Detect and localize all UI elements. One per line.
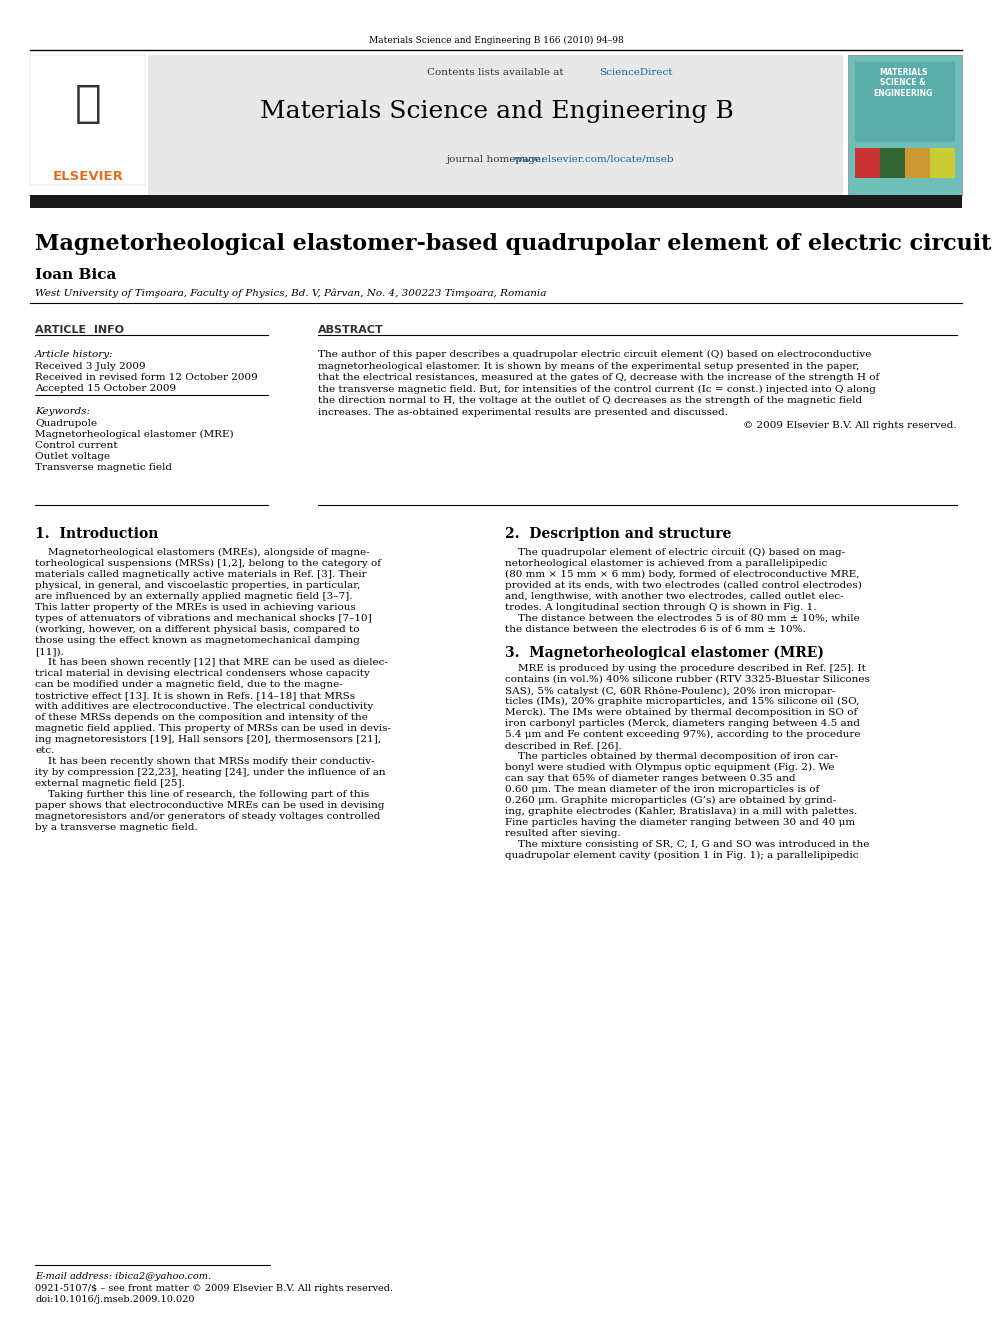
Text: www.elsevier.com/locate/mseb: www.elsevier.com/locate/mseb (514, 155, 675, 164)
Text: netorheological elastomer is achieved from a parallelipipedic: netorheological elastomer is achieved fr… (505, 560, 827, 568)
Text: Quadrupole: Quadrupole (35, 419, 97, 429)
Text: are influenced by an externally applied magnetic field [3–7].: are influenced by an externally applied … (35, 591, 352, 601)
Text: can be modified under a magnetic field, due to the magne-: can be modified under a magnetic field, … (35, 680, 343, 689)
Text: Keywords:: Keywords: (35, 407, 90, 415)
Text: doi:10.1016/j.mseb.2009.10.020: doi:10.1016/j.mseb.2009.10.020 (35, 1295, 194, 1304)
Text: types of attenuators of vibrations and mechanical shocks [7–10]: types of attenuators of vibrations and m… (35, 614, 372, 623)
Text: trical material in devising electrical condensers whose capacity: trical material in devising electrical c… (35, 669, 370, 677)
Text: Control current: Control current (35, 441, 118, 450)
Text: provided at its ends, with two electrodes (called control electrodes): provided at its ends, with two electrode… (505, 581, 862, 590)
Text: torheological suspensions (MRSs) [1,2], belong to the category of: torheological suspensions (MRSs) [1,2], … (35, 560, 381, 568)
Text: that the electrical resistances, measured at the gates of Q, decrease with the i: that the electrical resistances, measure… (318, 373, 879, 382)
Text: contains (in vol.%) 40% silicone rubber (RTV 3325-Bluestar Silicones: contains (in vol.%) 40% silicone rubber … (505, 675, 870, 684)
Text: ing, graphite electrodes (Kahler, Bratislava) in a mill with palettes.: ing, graphite electrodes (Kahler, Bratis… (505, 807, 857, 816)
Text: 0.260 μm. Graphite microparticles (G’s) are obtained by grind-: 0.260 μm. Graphite microparticles (G’s) … (505, 796, 836, 806)
Text: The author of this paper describes a quadrupolar electric circuit element (Q) ba: The author of this paper describes a qua… (318, 351, 871, 359)
Bar (30, 56, 145, 185)
Text: ARTICLE  INFO: ARTICLE INFO (35, 325, 124, 335)
Text: those using the effect known as magnetomechanical damping: those using the effect known as magnetom… (35, 636, 360, 646)
Text: can say that 65% of diameter ranges between 0.35 and: can say that 65% of diameter ranges betw… (505, 774, 796, 783)
Text: quadrupolar element cavity (position 1 in Fig. 1); a parallelipipedic: quadrupolar element cavity (position 1 i… (505, 851, 858, 860)
Text: Magnetorheological elastomers (MREs), alongside of magne-: Magnetorheological elastomers (MREs), al… (35, 548, 370, 557)
Text: 5.4 μm and Fe content exceeding 97%), according to the procedure: 5.4 μm and Fe content exceeding 97%), ac… (505, 730, 860, 740)
Text: 0921-5107/$ – see front matter © 2009 Elsevier B.V. All rights reserved.: 0921-5107/$ – see front matter © 2009 El… (35, 1285, 393, 1293)
Text: MRE is produced by using the procedure described in Ref. [25]. It: MRE is produced by using the procedure d… (505, 664, 866, 673)
Bar (148, 56, 843, 194)
Text: ity by compression [22,23], heating [24], under the influence of an: ity by compression [22,23], heating [24]… (35, 767, 386, 777)
Text: 2.  Description and structure: 2. Description and structure (505, 527, 731, 541)
Text: 0.60 μm. The mean diameter of the iron microparticles is of: 0.60 μm. The mean diameter of the iron m… (505, 785, 819, 794)
Text: Magnetorheological elastomer-based quadrupolar element of electric circuits: Magnetorheological elastomer-based quadr… (35, 233, 992, 255)
Text: Ioan Bica: Ioan Bica (35, 269, 116, 282)
Text: The distance between the electrodes 5 is of 80 mm ± 10%, while: The distance between the electrodes 5 is… (505, 614, 860, 623)
Text: Materials Science and Engineering B 166 (2010) 94–98: Materials Science and Engineering B 166 … (369, 36, 623, 45)
Text: external magnetic field [25].: external magnetic field [25]. (35, 779, 185, 789)
Text: It has been recently shown that MRSs modify their conductiv-: It has been recently shown that MRSs mod… (35, 757, 375, 766)
Text: paper shows that electroconductive MREs can be used in devising: paper shows that electroconductive MREs … (35, 800, 385, 810)
Text: Materials Science and Engineering B: Materials Science and Engineering B (260, 101, 734, 123)
Text: ing magnetoresistors [19], Hall sensors [20], thermosensors [21],: ing magnetoresistors [19], Hall sensors … (35, 736, 381, 744)
Text: resulted after sieving.: resulted after sieving. (505, 830, 621, 837)
Text: the direction normal to H̅, the voltage at the outlet of Q decreases as the stre: the direction normal to H̅, the voltage … (318, 396, 862, 405)
Text: [11]).: [11]). (35, 647, 63, 656)
Text: Received in revised form 12 October 2009: Received in revised form 12 October 2009 (35, 373, 258, 382)
Text: physical, in general, and viscoelastic properties, in particular,: physical, in general, and viscoelastic p… (35, 581, 360, 590)
Text: MATERIALS
SCIENCE &
ENGINEERING: MATERIALS SCIENCE & ENGINEERING (873, 67, 932, 98)
Text: described in Ref. [26].: described in Ref. [26]. (505, 741, 622, 750)
Text: Accepted 15 October 2009: Accepted 15 October 2009 (35, 384, 177, 393)
Text: E-mail address: ibica2@yahoo.com.: E-mail address: ibica2@yahoo.com. (35, 1271, 211, 1281)
Text: ticles (IMs), 20% graphite microparticles, and 15% silicone oil (SO,: ticles (IMs), 20% graphite microparticle… (505, 697, 859, 706)
Text: tostrictive effect [13]. It is shown in Refs. [14–18] that MRSs: tostrictive effect [13]. It is shown in … (35, 691, 355, 700)
Text: magnetoresistors and/or generators of steady voltages controlled: magnetoresistors and/or generators of st… (35, 812, 380, 822)
Text: magnetic field applied. This property of MRSs can be used in devis-: magnetic field applied. This property of… (35, 724, 391, 733)
Text: The mixture consisting of SR, C, I, G and SO was introduced in the: The mixture consisting of SR, C, I, G an… (505, 840, 869, 849)
Text: increases. The as-obtained experimental results are presented and discussed.: increases. The as-obtained experimental … (318, 407, 728, 417)
Text: the transverse magnetic field. But, for intensities of the control current (Ic =: the transverse magnetic field. But, for … (318, 385, 876, 394)
Bar (930, 148, 955, 179)
Text: Transverse magnetic field: Transverse magnetic field (35, 463, 172, 472)
Bar (855, 148, 880, 179)
Text: 🌳: 🌳 (74, 82, 101, 124)
Text: Merck). The IMs were obtained by thermal decomposition in SO of: Merck). The IMs were obtained by thermal… (505, 708, 857, 717)
Bar (855, 62, 955, 142)
Text: Received 3 July 2009: Received 3 July 2009 (35, 363, 146, 370)
Text: magnetorheological elastomer. It is shown by means of the experimental setup pre: magnetorheological elastomer. It is show… (318, 361, 859, 370)
Bar (905, 148, 930, 179)
Bar (848, 56, 962, 194)
Text: ScienceDirect: ScienceDirect (599, 67, 673, 77)
Text: SAS), 5% catalyst (C, 60R Rhône-Poulenc), 20% iron micropar-: SAS), 5% catalyst (C, 60R Rhône-Poulenc)… (505, 687, 835, 696)
Text: (80 mm × 15 mm × 6 mm) body, formed of electroconductive MRE,: (80 mm × 15 mm × 6 mm) body, formed of e… (505, 570, 859, 579)
Text: The particles obtained by thermal decomposition of iron car-: The particles obtained by thermal decomp… (505, 751, 838, 761)
Text: materials called magnetically active materials in Ref. [3]. Their: materials called magnetically active mat… (35, 570, 367, 579)
Text: West University of Timşoara, Faculty of Physics, Bd. V, Pârvan, No. 4, 300223 Ti: West University of Timşoara, Faculty of … (35, 288, 547, 298)
Text: etc.: etc. (35, 746, 55, 755)
Text: and, lengthwise, with another two electrodes, called outlet elec-: and, lengthwise, with another two electr… (505, 591, 843, 601)
Text: ABSTRACT: ABSTRACT (318, 325, 384, 335)
Text: Contents lists available at: Contents lists available at (428, 67, 567, 77)
Text: with additives are electroconductive. The electrical conductivity: with additives are electroconductive. Th… (35, 703, 373, 710)
Text: journal homepage:: journal homepage: (446, 155, 548, 164)
Bar (880, 148, 905, 179)
Text: It has been shown recently [12] that MRE can be used as dielec-: It has been shown recently [12] that MRE… (35, 658, 388, 667)
Text: Fine particles having the diameter ranging between 30 and 40 μm: Fine particles having the diameter rangi… (505, 818, 855, 827)
Text: Outlet voltage: Outlet voltage (35, 452, 110, 460)
Text: trodes. A longitudinal section through Q is shown in Fig. 1.: trodes. A longitudinal section through Q… (505, 603, 816, 613)
Text: by a transverse magnetic field.: by a transverse magnetic field. (35, 823, 197, 832)
Text: (working, however, on a different physical basis, compared to: (working, however, on a different physic… (35, 624, 359, 634)
Text: Article history:: Article history: (35, 351, 114, 359)
Text: of these MRSs depends on the composition and intensity of the: of these MRSs depends on the composition… (35, 713, 368, 722)
Text: © 2009 Elsevier B.V. All rights reserved.: © 2009 Elsevier B.V. All rights reserved… (743, 421, 957, 430)
Text: This latter property of the MREs is used in achieving various: This latter property of the MREs is used… (35, 603, 356, 613)
Text: 1.  Introduction: 1. Introduction (35, 527, 159, 541)
Text: ELSEVIER: ELSEVIER (53, 169, 123, 183)
Text: bonyl were studied with Olympus optic equipment (Fig. 2). We: bonyl were studied with Olympus optic eq… (505, 763, 834, 773)
Text: the distance between the electrodes 6 is of 6 mm ± 10%.: the distance between the electrodes 6 is… (505, 624, 806, 634)
Bar (30, 194, 962, 208)
Text: Magnetorheological elastomer (MRE): Magnetorheological elastomer (MRE) (35, 430, 234, 439)
Text: The quadrupolar element of electric circuit (Q) based on mag-: The quadrupolar element of electric circ… (505, 548, 845, 557)
Text: 3.  Magnetorheological elastomer (MRE): 3. Magnetorheological elastomer (MRE) (505, 646, 824, 660)
Text: iron carbonyl particles (Merck, diameters ranging between 4.5 and: iron carbonyl particles (Merck, diameter… (505, 718, 860, 728)
Text: Taking further this line of research, the following part of this: Taking further this line of research, th… (35, 790, 369, 799)
